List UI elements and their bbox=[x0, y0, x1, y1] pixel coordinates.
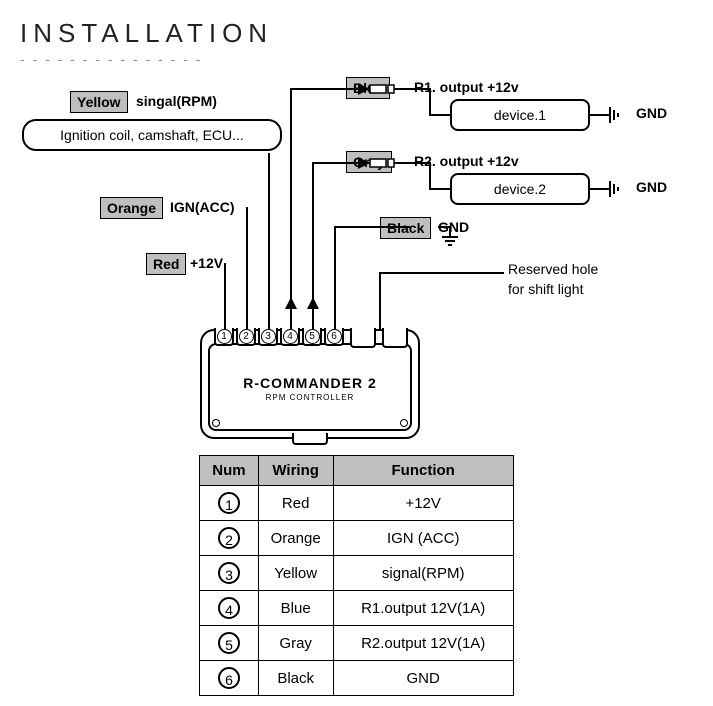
device-1-box: device.1 bbox=[450, 99, 590, 131]
table-row: 6BlackGND bbox=[200, 661, 513, 696]
controller-subtitle: RPM CONTROLLER bbox=[202, 393, 418, 402]
table-row: 3Yellowsignal(RPM) bbox=[200, 556, 513, 591]
device-2-gnd: GND bbox=[636, 179, 667, 195]
table-row: 5GrayR2.output 12V(1A) bbox=[200, 626, 513, 661]
orange-label: Orange bbox=[100, 197, 163, 219]
wiring-table: Num Wiring Function 1Red+12V2OrangeIGN (… bbox=[199, 455, 513, 696]
blue-label: Blue bbox=[346, 77, 390, 99]
title-underline: - - - - - - - - - - - - - - - bbox=[20, 51, 703, 67]
red-label: Red bbox=[146, 253, 186, 275]
wiring-diagram: Yellow singal(RPM) Ignition coil, camsha… bbox=[10, 77, 703, 447]
table-row: 1Red+12V bbox=[200, 486, 513, 521]
gray-desc: R2. output +12v bbox=[414, 153, 519, 169]
th-function: Function bbox=[333, 456, 513, 486]
device-2-box: device.2 bbox=[450, 173, 590, 205]
th-num: Num bbox=[200, 456, 258, 486]
black-desc: GND bbox=[438, 219, 469, 235]
orange-desc: IGN(ACC) bbox=[170, 199, 235, 215]
controller-title: R-COMMANDER 2 bbox=[202, 375, 418, 391]
page-title: INSTALLATION bbox=[20, 18, 703, 49]
reserved-text-1: Reserved hole bbox=[508, 261, 598, 277]
blue-desc: R1. output +12v bbox=[414, 79, 519, 95]
device-1-gnd: GND bbox=[636, 105, 667, 121]
yellow-desc: singal(RPM) bbox=[136, 93, 217, 109]
gray-label: Gray bbox=[346, 151, 392, 173]
table-row: 4BlueR1.output 12V(1A) bbox=[200, 591, 513, 626]
reserved-text-2: for shift light bbox=[508, 281, 583, 297]
controller-unit: 1 2 3 4 5 6 R-COMMANDER 2 RPM CONTROLLER bbox=[200, 329, 420, 439]
red-desc: +12V bbox=[190, 255, 223, 271]
table-row: 2OrangeIGN (ACC) bbox=[200, 521, 513, 556]
black-label: Black bbox=[380, 217, 431, 239]
port-row: 1 2 3 4 5 6 bbox=[214, 328, 408, 348]
yellow-label: Yellow bbox=[70, 91, 128, 113]
yellow-source-box: Ignition coil, camshaft, ECU... bbox=[22, 119, 282, 151]
th-wiring: Wiring bbox=[258, 456, 333, 486]
